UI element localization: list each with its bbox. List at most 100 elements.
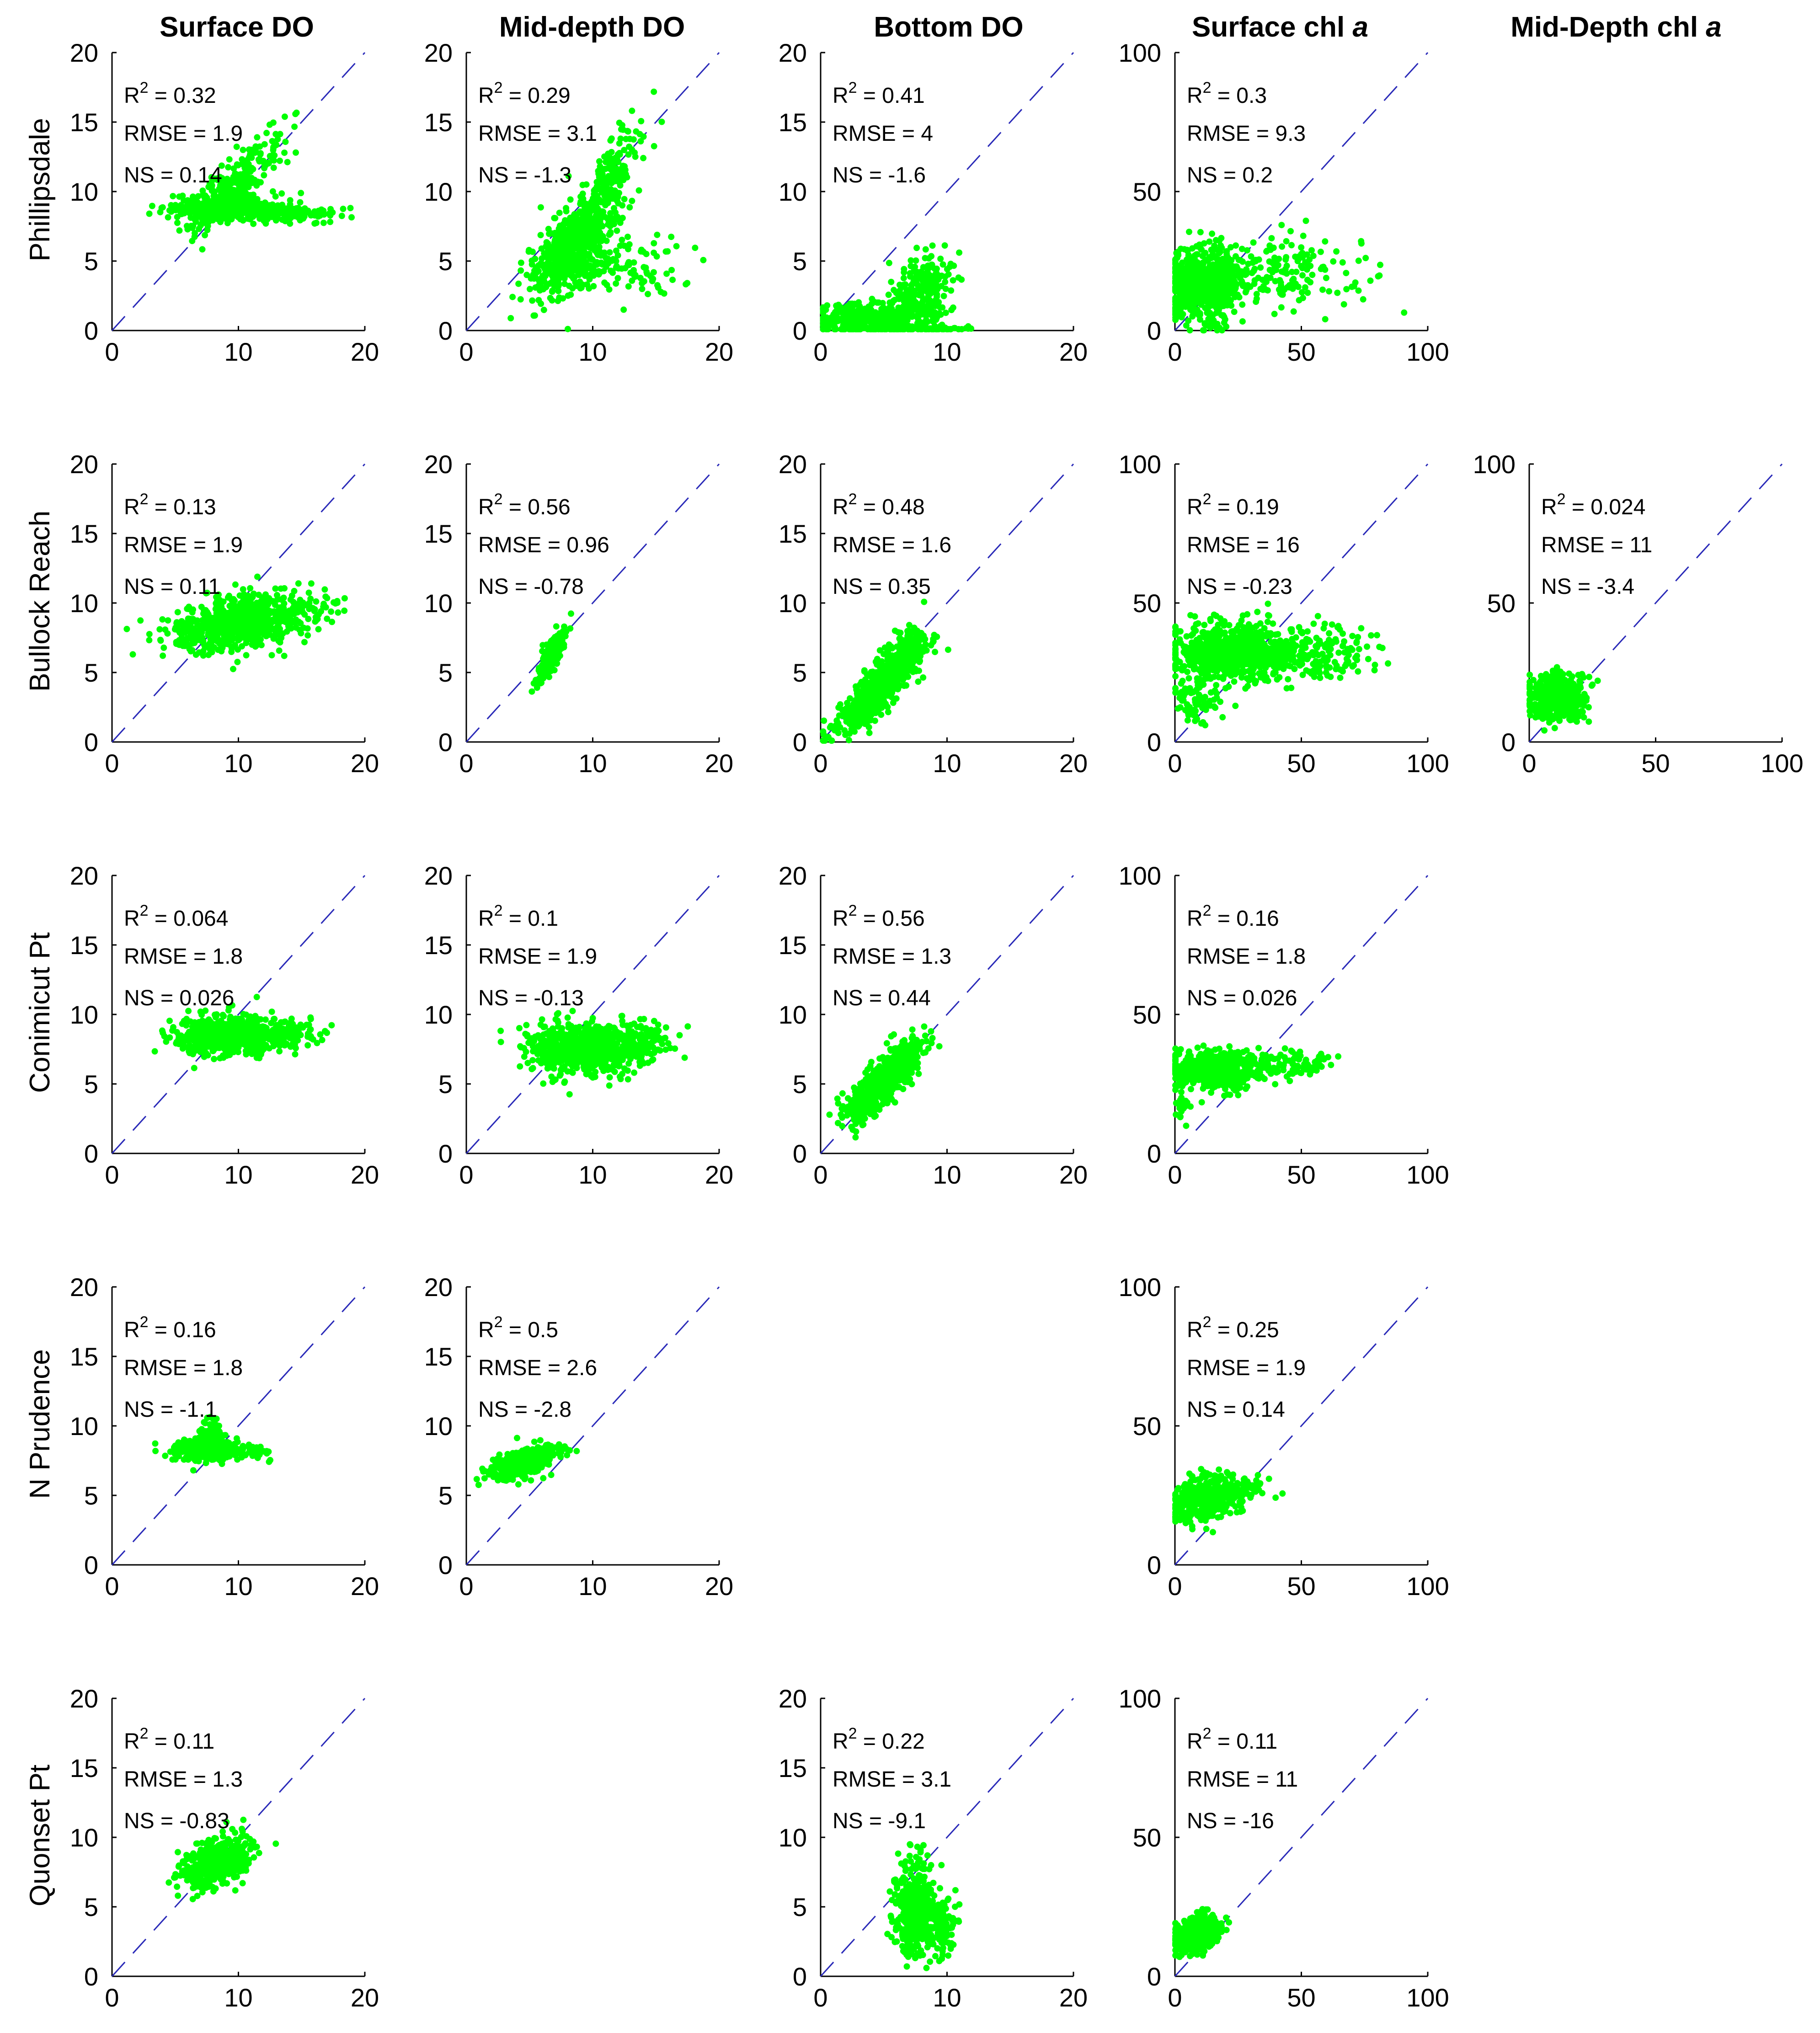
row-label-quonset-pt: Quonset Pt	[24, 1765, 56, 1906]
data-point	[556, 209, 563, 216]
data-point	[849, 325, 856, 332]
data-point	[948, 307, 955, 313]
data-point	[1334, 289, 1341, 296]
data-point	[940, 326, 947, 332]
data-point	[232, 581, 239, 588]
data-point	[234, 659, 241, 665]
data-point	[274, 212, 281, 219]
data-point	[1339, 259, 1346, 266]
data-point	[607, 230, 614, 237]
row-label-phillipsdale: Phillipsdale	[24, 118, 56, 261]
data-point	[320, 208, 327, 214]
data-point	[896, 315, 902, 322]
data-point	[1218, 235, 1225, 241]
data-point	[600, 268, 607, 275]
data-point	[217, 627, 224, 634]
data-point	[633, 128, 640, 135]
data-point	[526, 247, 533, 253]
data-point	[216, 208, 222, 214]
data-point	[965, 325, 971, 332]
col-title-bottom-do: Bottom DO	[874, 11, 1023, 43]
ns-annotation: NS = 0.2	[1187, 163, 1273, 187]
data-point	[1217, 242, 1224, 249]
data-point	[621, 196, 628, 203]
data-point	[1319, 286, 1326, 293]
data-point	[335, 609, 342, 616]
data-point	[518, 259, 524, 266]
data-point	[197, 202, 203, 208]
data-point	[553, 623, 560, 630]
data-point	[507, 315, 514, 321]
y-tick-label: 15	[70, 108, 98, 137]
data-point	[590, 272, 597, 279]
data-point	[1178, 277, 1185, 283]
data-point	[289, 205, 296, 212]
data-point	[561, 280, 568, 287]
data-point	[174, 219, 181, 226]
data-point	[915, 678, 922, 685]
data-point	[1207, 309, 1213, 316]
data-point	[567, 248, 574, 254]
rmse-annotation: RMSE = 3.1	[478, 122, 597, 146]
data-point	[937, 272, 944, 279]
data-point	[868, 669, 875, 675]
data-point	[608, 157, 615, 164]
y-tick-label: 0	[438, 316, 453, 345]
data-point	[281, 149, 288, 156]
y-tick-label: 10	[70, 177, 98, 206]
data-point	[1197, 229, 1204, 235]
data-point	[1323, 275, 1329, 281]
y-tick-label: 20	[70, 38, 98, 67]
data-point	[557, 223, 564, 229]
data-point	[291, 587, 298, 594]
data-point	[544, 240, 551, 247]
data-point	[567, 291, 574, 298]
data-point	[594, 248, 601, 255]
data-point	[527, 286, 533, 293]
data-point	[242, 169, 249, 176]
data-point	[1302, 218, 1309, 224]
y-tick-label: 10	[70, 589, 98, 618]
x-tick-label: 0	[105, 337, 119, 366]
data-point	[865, 303, 872, 310]
data-point	[567, 196, 574, 203]
data-point	[885, 291, 892, 298]
data-point	[156, 626, 163, 633]
data-point	[638, 118, 645, 124]
data-point	[292, 211, 299, 218]
data-point	[1330, 258, 1337, 265]
data-point	[849, 320, 855, 327]
data-point	[576, 209, 582, 216]
data-point	[146, 631, 153, 638]
x-tick-label: 20	[705, 749, 733, 778]
data-point	[240, 200, 247, 207]
data-point	[927, 262, 934, 269]
data-point	[1203, 297, 1210, 304]
data-point	[907, 270, 914, 277]
data-point	[274, 592, 280, 598]
col-title-surface-chl-a: Surface chl a	[1192, 11, 1368, 43]
data-point	[528, 261, 535, 268]
data-point	[882, 320, 889, 326]
data-point	[668, 234, 675, 240]
data-point	[1278, 222, 1285, 229]
data-point	[606, 196, 613, 203]
data-point	[614, 227, 620, 234]
data-point	[563, 628, 570, 635]
data-point	[641, 264, 648, 271]
x-tick-label: 20	[351, 749, 379, 778]
data-point	[281, 585, 288, 592]
data-point	[556, 294, 563, 301]
data-point	[239, 607, 246, 614]
data-point	[955, 274, 962, 281]
data-point	[304, 632, 311, 639]
data-point	[534, 684, 540, 691]
data-point	[1172, 265, 1179, 272]
x-tick-label: 50	[1287, 337, 1315, 366]
scatter-points	[1172, 218, 1408, 334]
data-point	[890, 687, 897, 694]
data-point	[1284, 284, 1291, 291]
r2-annotation: R2 = 0.13	[124, 491, 216, 519]
